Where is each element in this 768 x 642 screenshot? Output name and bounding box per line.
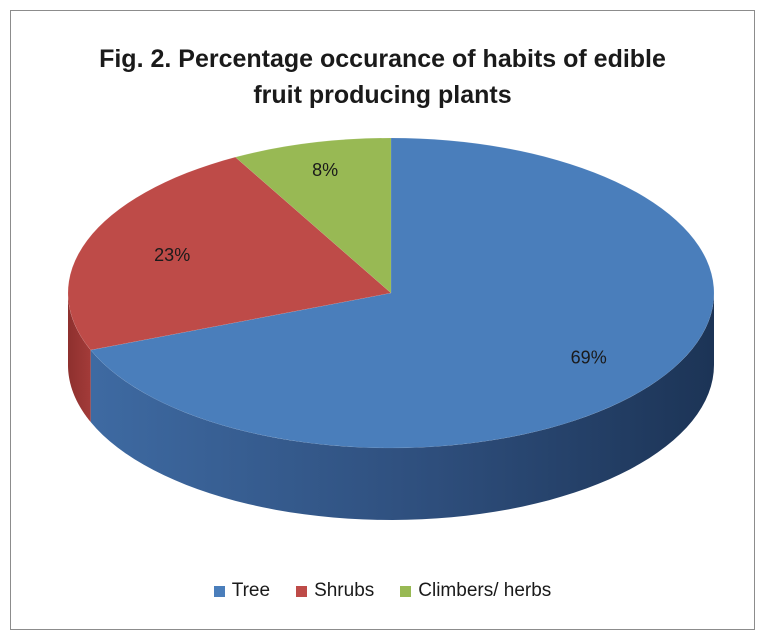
pie-slice-shrubs — [67, 156, 392, 351]
legend-swatch-tree — [213, 585, 225, 597]
legend: Tree Shrubs Climbers/ herbs — [11, 580, 754, 602]
chart-title: Fig. 2. Percentage occurance of habits o… — [11, 41, 754, 113]
chart-title-line-2: fruit producing plants — [253, 81, 512, 109]
legend-label-shrubs: Shrubs — [314, 580, 375, 601]
pie-slice-tree — [90, 137, 715, 449]
chart-title-line-1: Fig. 2. Percentage occurance of habits o… — [99, 45, 666, 73]
data-label-climbers: 8% — [312, 160, 338, 180]
chart-area: Fig. 2. Percentage occurance of habits o… — [10, 10, 755, 630]
legend-label-tree: Tree — [231, 580, 271, 601]
pie-slice-climbers — [234, 137, 392, 294]
data-label-tree: 69% — [571, 347, 607, 367]
legend-label-climbers: Climbers/ herbs — [418, 580, 552, 601]
pie-side-shrubs — [68, 293, 91, 423]
legend-item-shrubs: Shrubs — [296, 580, 374, 602]
legend-swatch-climbers — [400, 585, 412, 597]
legend-item-climbers: Climbers/ herbs — [400, 580, 551, 602]
pie-chart: 69% 23% 8% — [67, 137, 715, 520]
data-label-shrubs: 23% — [154, 245, 190, 265]
legend-item-tree: Tree — [213, 580, 271, 602]
legend-swatch-shrubs — [296, 585, 308, 597]
pie-side-tree — [90, 293, 715, 520]
